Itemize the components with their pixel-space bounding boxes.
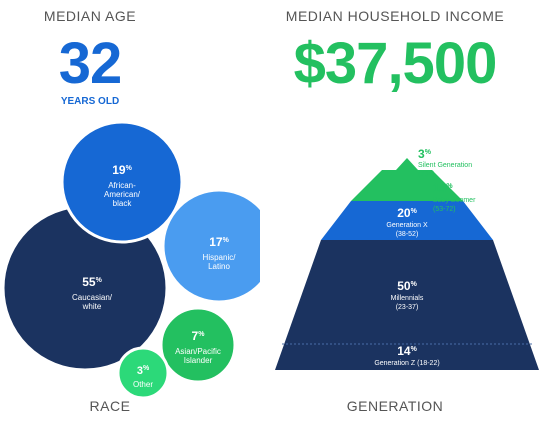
tier-range-millennials: (23-37) [396,304,419,311]
tier-range-genx: (38-52) [396,231,419,238]
race-label-asian: Asian/Pacific Islander [175,347,221,365]
race-label-other: Other [133,380,153,389]
tier-name-silent: Silent Generation [418,162,472,169]
tier-name-boomer: Baby Boomer [433,197,476,204]
tier-name-genx: Generation X [386,222,428,229]
median-income-value: $37,500 [293,31,498,96]
generation-footer: GENERATION [346,398,444,414]
tier-generation-x [321,201,493,240]
race-footer: RACE [89,398,131,414]
median-age-value: 32 [58,31,123,96]
median-income-heading: MEDIAN HOUSEHOLD INCOME [285,8,505,24]
median-age-unit: YEARS OLD [60,96,120,107]
race-label-hispanic: Hispanic/Latino [203,253,237,271]
generation-pyramid: 3% Silent Generation (73+) 14% Baby Boom… [275,147,539,370]
tier-name-millennials: Millennials [391,295,424,302]
median-age-heading: MEDIAN AGE [43,8,137,24]
tier-name-genz: Generation Z (18-22) [374,360,439,367]
tier-pct-silent: 3% [418,147,432,161]
race-label-caucasian: Caucasian/white [72,293,113,311]
tier-range-boomer: (53-72) [433,206,456,213]
race-label-african-american: African-American/black [104,181,141,208]
tier-baby-boomer [351,170,463,201]
tier-range-silent: (73+) [418,171,435,178]
race-bubble-hispanic: 17% Hispanic/Latino [161,188,260,304]
race-bubble-african-american: 19% African-American/black [60,120,184,244]
race-bubble-asian: 7% Asian/Pacific Islander [159,306,237,384]
race-bubble-chart: 55% Caucasian/white 19% African-American… [1,120,260,400]
tier-millennials-genz [275,240,539,370]
tier-silent-generation [396,158,418,170]
race-bubble-other: 3% Other [116,346,170,400]
